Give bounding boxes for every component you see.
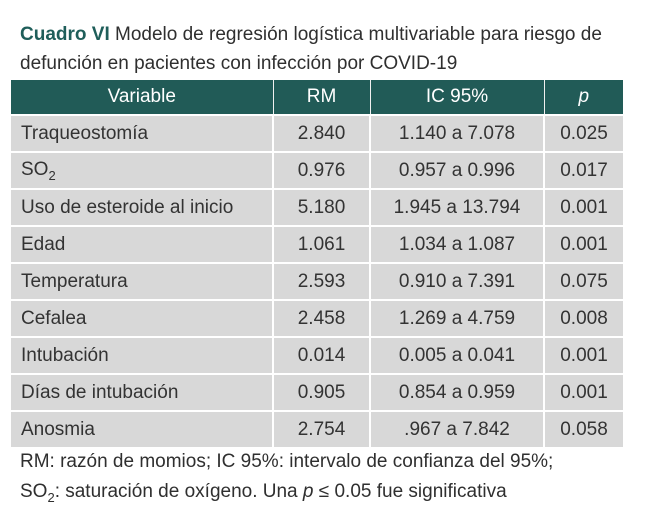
cell-rm: 0.976 xyxy=(273,151,371,189)
cell-rm: 2.593 xyxy=(273,262,371,300)
cell-variable: Anosmia xyxy=(11,410,274,447)
cell-variable: Días de intubación xyxy=(11,373,274,411)
footnote-so: SO xyxy=(20,481,48,502)
cell-p: 0.017 xyxy=(544,151,623,189)
footnote-line-1: RM: razón de momios; IC 95%: intervalo d… xyxy=(20,451,554,472)
cell-variable: Temperatura xyxy=(11,262,274,300)
variable-text: Intubación xyxy=(21,344,109,366)
cell-variable: Uso de esteroide al inicio xyxy=(11,188,274,226)
header-p: p xyxy=(544,80,623,115)
cell-ic: .967 a 7.842 xyxy=(370,410,545,447)
header-rm: RM xyxy=(273,80,371,115)
cell-rm: 2.840 xyxy=(273,114,371,152)
variable-text: Temperatura xyxy=(21,270,128,292)
cell-rm: 0.905 xyxy=(273,373,371,411)
table-row: SO2 0.976 0.957 a 0.996 0.017 xyxy=(11,151,623,189)
table-caption: Cuadro VI Modelo de regresión logística … xyxy=(20,20,630,78)
caption-text: Modelo de regresión logística multivaria… xyxy=(20,24,602,74)
table-row: Anosmia 2.754 .967 a 7.842 0.058 xyxy=(11,410,623,447)
variable-text: Uso de esteroide al inicio xyxy=(21,196,234,218)
variable-subscript: 2 xyxy=(48,167,56,183)
cell-ic: 1.034 a 1.087 xyxy=(370,225,545,263)
table-header-row: Variable RM IC 95% p xyxy=(11,80,623,115)
cell-rm: 1.061 xyxy=(273,225,371,263)
table-row: Intubación 0.014 0.005 a 0.041 0.001 xyxy=(11,336,623,374)
cell-ic: 0.910 a 7.391 xyxy=(370,262,545,300)
cell-ic: 0.854 a 0.959 xyxy=(370,373,545,411)
variable-text: Edad xyxy=(21,233,66,255)
cell-p: 0.001 xyxy=(544,373,623,411)
variable-text: Días de intubación xyxy=(21,381,179,403)
header-ic: IC 95% xyxy=(370,80,545,115)
header-variable: Variable xyxy=(11,80,274,115)
variable-text: Cefalea xyxy=(21,307,87,329)
cell-rm: 2.754 xyxy=(273,410,371,447)
cell-ic: 1.945 a 13.794 xyxy=(370,188,545,226)
cell-p: 0.008 xyxy=(544,299,623,337)
cell-p: 0.075 xyxy=(544,262,623,300)
cell-rm: 0.014 xyxy=(273,336,371,374)
cell-variable: Edad xyxy=(11,225,274,263)
cell-p: 0.058 xyxy=(544,410,623,447)
table-row: Días de intubación 0.905 0.854 a 0.959 0… xyxy=(11,373,623,411)
footnote-text-b: ≤ 0.05 fue significativa xyxy=(313,481,507,502)
caption-label: Cuadro VI xyxy=(20,24,110,45)
cell-p: 0.001 xyxy=(544,188,623,226)
variable-text: Traqueostomía xyxy=(21,122,149,144)
table-footnote: RM: razón de momios; IC 95%: intervalo d… xyxy=(20,447,630,513)
footnote-line-2: SO2: saturación de oxígeno. Una p ≤ 0.05… xyxy=(20,477,630,513)
table-row: Uso de esteroide al inicio 5.180 1.945 a… xyxy=(11,188,623,226)
cell-ic: 1.140 a 7.078 xyxy=(370,114,545,152)
cell-variable: Traqueostomía xyxy=(11,114,274,152)
cell-ic: 1.269 a 4.759 xyxy=(370,299,545,337)
variable-text: SO xyxy=(21,158,49,180)
regression-table: Variable RM IC 95% p Traqueostomía 2.840… xyxy=(11,80,623,447)
footnote-text-a: : saturación de oxígeno. Una xyxy=(54,481,303,502)
cell-rm: 5.180 xyxy=(273,188,371,226)
cell-variable: Intubación xyxy=(11,336,274,374)
footnote-p-symbol: p xyxy=(302,481,314,502)
cell-ic: 0.005 a 0.041 xyxy=(370,336,545,374)
table-row: Cefalea 2.458 1.269 a 4.759 0.008 xyxy=(11,299,623,337)
footnote-so-subscript: 2 xyxy=(47,490,55,505)
table-row: Traqueostomía 2.840 1.140 a 7.078 0.025 xyxy=(11,114,623,152)
cell-variable: SO2 xyxy=(11,151,274,189)
table-row: Temperatura 2.593 0.910 a 7.391 0.075 xyxy=(11,262,623,300)
cell-ic: 0.957 a 0.996 xyxy=(370,151,545,189)
cell-variable: Cefalea xyxy=(11,299,274,337)
cell-p: 0.025 xyxy=(544,114,623,152)
cell-p: 0.001 xyxy=(544,336,623,374)
variable-text: Anosmia xyxy=(21,418,95,440)
cell-rm: 2.458 xyxy=(273,299,371,337)
cell-p: 0.001 xyxy=(544,225,623,263)
table-row: Edad 1.061 1.034 a 1.087 0.001 xyxy=(11,225,623,263)
